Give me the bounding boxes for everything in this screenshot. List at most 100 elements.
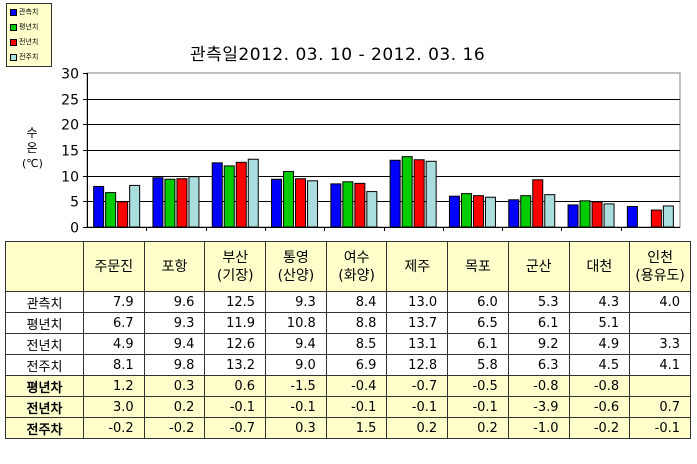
column-header: 주문진 xyxy=(83,241,145,292)
table-cell: 0.2 xyxy=(386,417,449,439)
table-cell: 5.1 xyxy=(568,312,631,334)
legend-item: 전주치 xyxy=(10,52,38,64)
chart-title: 관측일2012. 03. 10 - 2012. 03. 16 xyxy=(190,45,486,65)
table-cell: -0.7 xyxy=(386,375,449,397)
bar xyxy=(484,196,496,228)
table-cell: -0.5 xyxy=(447,375,509,397)
table-cell: 9.6 xyxy=(143,291,206,313)
bar xyxy=(472,195,484,228)
table-cell: -0.1 xyxy=(204,396,267,418)
table-cell: -0.2 xyxy=(83,417,145,439)
table-cell: 3.3 xyxy=(629,333,691,355)
table-cell: 0.3 xyxy=(265,417,327,439)
table-cell: 13.0 xyxy=(386,291,449,313)
row-label: 평년치 xyxy=(5,312,84,334)
bar xyxy=(425,160,437,228)
table-row: 평년치 6.7 9.3 11.9 10.8 8.8 13.7 6.5 6.1 5.1 xyxy=(5,312,691,334)
column-header: 제주 xyxy=(386,241,449,292)
column-header: 목포 xyxy=(447,241,509,292)
bar xyxy=(532,179,544,228)
column-header-line: (용유도) xyxy=(635,267,685,284)
table-cell: 4.1 xyxy=(629,354,691,376)
table-cell: 8.1 xyxy=(83,354,145,376)
bar xyxy=(448,195,460,228)
table-body: 관측치 7.9 9.6 12.5 9.3 8.4 13.0 6.0 5.3 4.3 4.0 평년치 6.… xyxy=(5,291,691,439)
table-cell: 9.8 xyxy=(143,354,206,376)
row-label: 전주차 xyxy=(5,417,84,439)
table-cell: 7.9 xyxy=(83,291,145,313)
y-axis-label-line: (℃) xyxy=(22,157,43,170)
bar xyxy=(354,182,366,228)
y-axis-label: 수 온 (℃) xyxy=(22,126,43,171)
legend-swatch xyxy=(10,53,17,61)
table-cell: 9.3 xyxy=(265,291,327,313)
table-cell: -3.9 xyxy=(507,396,570,418)
table-cell: 6.0 xyxy=(447,291,509,313)
legend-swatch xyxy=(10,38,17,46)
bar xyxy=(129,184,141,228)
table-cell: 8.5 xyxy=(325,333,388,355)
table-cell: 4.9 xyxy=(568,333,631,355)
table-cell: 12.5 xyxy=(204,291,267,313)
column-header: 대천 xyxy=(568,241,631,292)
bar xyxy=(626,205,638,228)
column-header: 여수 (화양) xyxy=(325,241,388,292)
table-row: 전주치 8.1 9.8 13.2 9.0 6.9 12.8 5.8 6.3 4.5 4.1 xyxy=(5,354,691,376)
table-cell: -0.1 xyxy=(386,396,449,418)
table-cell: 4.5 xyxy=(568,354,631,376)
y-axis-label-line: 온 xyxy=(26,141,38,155)
table-row: 평년차 1.2 0.3 0.6 -1.5 -0.4 -0.7 -0.5 -0.8 -0.8 xyxy=(5,375,691,397)
table-cell: -0.1 xyxy=(629,417,691,439)
legend-item: 평년치 xyxy=(10,22,38,34)
table-cell: 4.3 xyxy=(568,291,631,313)
table-row: 관측치 7.9 9.6 12.5 9.3 8.4 13.0 6.0 5.3 4.3 4.0 xyxy=(5,291,691,313)
table-cell: -0.6 xyxy=(568,396,631,418)
table-cell: -1.0 xyxy=(507,417,570,439)
table-cell: 6.9 xyxy=(325,354,388,376)
table-cell xyxy=(629,375,691,397)
table-cell: 8.4 xyxy=(325,291,388,313)
table-cell: 10.8 xyxy=(265,312,327,334)
bar xyxy=(401,156,413,228)
bar xyxy=(235,161,247,228)
bar xyxy=(389,159,401,228)
table-cell: 13.1 xyxy=(386,333,449,355)
table-cell: 6.1 xyxy=(507,312,570,334)
column-header-line: (화양) xyxy=(338,267,375,284)
table-cell: 6.1 xyxy=(447,333,509,355)
table-row: 전주차 -0.2 -0.2 -0.7 0.3 1.5 0.2 0.2 -1.0 -0.2 -0.1 xyxy=(5,417,691,439)
table-cell: 5.8 xyxy=(447,354,509,376)
table-cell: 8.8 xyxy=(325,312,388,334)
legend-label: 전주치 xyxy=(19,53,39,61)
y-axis-label-line: 수 xyxy=(26,126,38,140)
y-tick-label: 0 xyxy=(70,221,79,237)
legend-label: 전년치 xyxy=(19,38,39,46)
table-cell: 4.0 xyxy=(629,291,691,313)
column-header-line: 통영 xyxy=(283,249,309,266)
column-header: 통영 (산양) xyxy=(265,241,327,292)
y-tick-label: 15 xyxy=(61,144,79,160)
column-header-line: 인천 xyxy=(647,249,673,266)
bar-chart: 0 5 10 15 20 25 30 xyxy=(61,67,681,237)
table-cell: 5.3 xyxy=(507,291,570,313)
column-header-line: 주문진 xyxy=(94,258,134,275)
bar xyxy=(330,183,342,228)
table-cell: -0.8 xyxy=(568,375,631,397)
column-header: 군산 xyxy=(507,241,570,292)
bar xyxy=(152,177,164,228)
table-cell: 11.9 xyxy=(204,312,267,334)
column-header: 부산 (기장) xyxy=(204,241,267,292)
row-label: 전년차 xyxy=(5,396,84,418)
bar xyxy=(413,159,425,228)
y-tick-label: 25 xyxy=(61,93,79,109)
bar xyxy=(283,171,295,228)
table-cell: 3.0 xyxy=(83,396,145,418)
column-header-line: 대천 xyxy=(586,258,613,275)
bar xyxy=(544,194,556,228)
chart-area: 0 5 10 15 20 25 30 관측치 평년치 전년치 전주치 관측일2012. 03… xyxy=(6,3,681,237)
bar xyxy=(211,162,223,228)
table-cell: 0.7 xyxy=(629,396,691,418)
column-header-line: 여수 xyxy=(343,249,370,266)
table-cell: 13.7 xyxy=(386,312,449,334)
table-cell: 6.3 xyxy=(507,354,570,376)
